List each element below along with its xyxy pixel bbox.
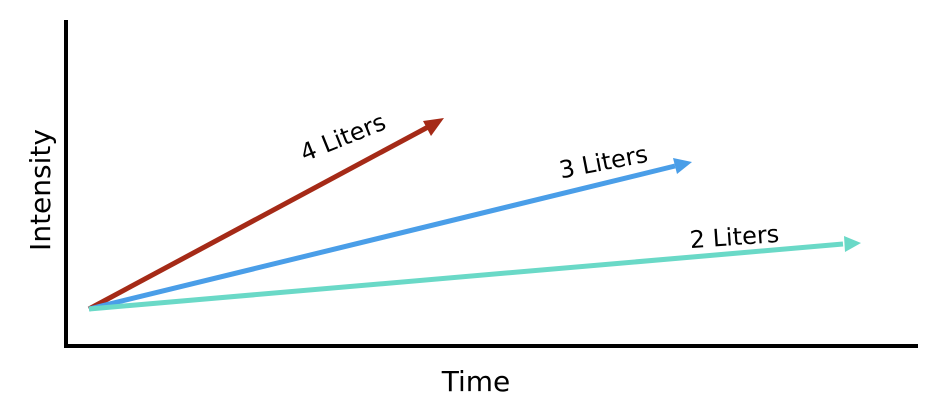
arrow-4-liters: 4 Liters: [87, 108, 444, 312]
arrow-2-liters-shaft: [88, 241, 844, 312]
arrow-4-liters-label: 4 Liters: [296, 108, 389, 167]
arrow-4-liters-head: [423, 118, 444, 136]
arrow-2-liters-label: 2 Liters: [689, 220, 780, 254]
arrow-3-liters-shaft: [88, 163, 676, 312]
arrow-2-liters: 2 Liters: [88, 220, 861, 312]
x-axis-label: Time: [441, 365, 511, 398]
arrow-2-liters-head: [844, 236, 861, 252]
arrow-3-liters-head: [673, 158, 692, 174]
arrow-4-liters-shaft: [87, 124, 430, 312]
y-axis-label: Intensity: [24, 129, 57, 251]
